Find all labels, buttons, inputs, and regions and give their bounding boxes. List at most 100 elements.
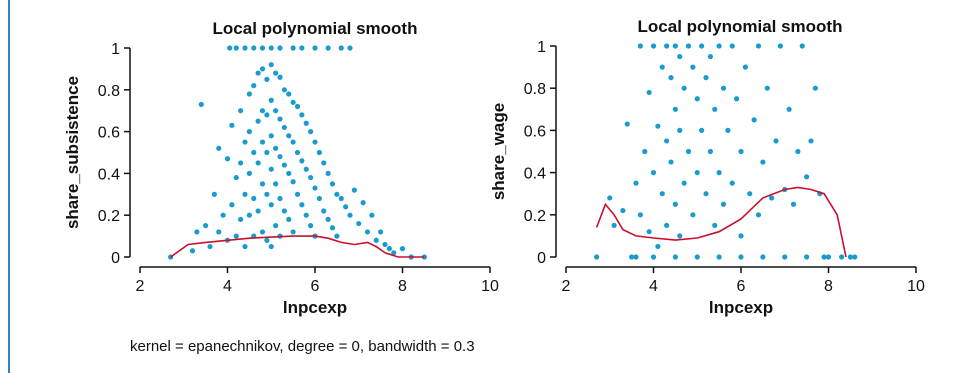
scatter-point bbox=[664, 43, 670, 49]
scatter-point bbox=[242, 139, 248, 145]
y-tick-label: 0.6 bbox=[524, 123, 546, 140]
scatter-point bbox=[378, 229, 384, 235]
scatter-point bbox=[308, 223, 314, 229]
smooth-line bbox=[595, 186, 847, 258]
scatter-point bbox=[804, 174, 810, 180]
scatter-point bbox=[299, 158, 305, 164]
scatter-point bbox=[399, 246, 406, 252]
scatter-point bbox=[290, 229, 296, 235]
scatter-point bbox=[203, 223, 209, 229]
scatter-point bbox=[795, 148, 801, 155]
scatter-point bbox=[699, 43, 705, 49]
y-tick-label: 0.2 bbox=[524, 208, 546, 225]
y-tick-label: 0.8 bbox=[98, 83, 120, 100]
scatter-point bbox=[694, 254, 700, 260]
scatter-point bbox=[360, 200, 366, 206]
scatter-point bbox=[712, 106, 718, 112]
y-tick-label: 1 bbox=[111, 41, 120, 58]
scatter-point bbox=[668, 159, 674, 165]
chart-footnote: kernel = epanechnikov, degree = 0, bandw… bbox=[130, 338, 475, 355]
scatter-point bbox=[738, 148, 744, 155]
scatter-point bbox=[207, 243, 213, 250]
scatter-point bbox=[716, 43, 722, 49]
scatter-point bbox=[273, 70, 279, 76]
scatter-point bbox=[281, 124, 287, 131]
scatter-point bbox=[290, 99, 296, 105]
scatter-point bbox=[808, 138, 814, 144]
scatter-point bbox=[685, 43, 692, 49]
scatter-point bbox=[655, 243, 661, 250]
scatter-point bbox=[681, 180, 687, 186]
scatter-point bbox=[725, 127, 731, 133]
scatter-point bbox=[268, 62, 274, 68]
scatter-point bbox=[286, 91, 292, 97]
scatter-point bbox=[246, 91, 252, 97]
scatter-point bbox=[246, 129, 252, 135]
scatter-point bbox=[286, 133, 292, 139]
scatter-point bbox=[351, 187, 357, 193]
scatter-point bbox=[821, 254, 827, 260]
scatter-point bbox=[268, 45, 274, 51]
scatter-point bbox=[273, 108, 279, 114]
scatter-point bbox=[303, 166, 309, 172]
x-tick-label: 2 bbox=[562, 278, 571, 295]
scatter-point bbox=[607, 195, 613, 201]
scatter-point bbox=[694, 170, 700, 176]
scatter-point bbox=[268, 166, 274, 172]
scatter-point bbox=[659, 64, 665, 70]
scatter-point bbox=[343, 204, 349, 210]
scatter-point bbox=[852, 254, 858, 260]
x-axis-label: lnpcexp bbox=[283, 298, 347, 317]
x-tick-label: 8 bbox=[824, 278, 833, 295]
scatter-point bbox=[751, 117, 757, 123]
scatter-point bbox=[303, 212, 309, 218]
scatter-point bbox=[286, 216, 292, 222]
scatter-point bbox=[277, 154, 283, 160]
scatter-point bbox=[734, 96, 740, 102]
scatter-point bbox=[804, 254, 810, 260]
scatter-point bbox=[650, 43, 657, 49]
scatter-point bbox=[386, 246, 392, 252]
scatter-point bbox=[720, 201, 727, 207]
scatter-point bbox=[347, 45, 353, 51]
scatter-point bbox=[312, 185, 318, 191]
scatter-point bbox=[233, 233, 239, 239]
scatter-point bbox=[294, 103, 301, 110]
scatter-point bbox=[716, 254, 722, 260]
scatter-point bbox=[373, 237, 379, 243]
scatter-point bbox=[760, 159, 766, 165]
scatter-point bbox=[782, 254, 788, 260]
scatter-point bbox=[738, 254, 744, 260]
scatter-point bbox=[334, 191, 340, 197]
scatter-point bbox=[712, 222, 718, 228]
scatter-point bbox=[624, 121, 630, 127]
scatter-point bbox=[650, 254, 657, 260]
scatter-point bbox=[329, 225, 336, 231]
scatter-point bbox=[690, 212, 696, 218]
scatter-point bbox=[242, 191, 248, 197]
scatter-point bbox=[238, 160, 244, 166]
y-tick-label: 0 bbox=[111, 250, 120, 267]
scatter-point bbox=[251, 149, 257, 156]
y-axis-label: share_wage bbox=[489, 103, 508, 200]
scatter-point bbox=[251, 195, 257, 202]
scatter-point bbox=[369, 212, 375, 218]
scatter-point bbox=[233, 45, 239, 51]
scatter-point bbox=[338, 45, 344, 51]
scatter-point bbox=[281, 87, 287, 93]
scatter-point bbox=[308, 129, 314, 135]
scatter-point bbox=[299, 112, 305, 118]
scatter-point bbox=[220, 212, 226, 218]
scatter-point bbox=[760, 254, 766, 260]
scatter-point bbox=[646, 89, 652, 96]
y-tick-label: 0 bbox=[537, 250, 546, 267]
scatter-point bbox=[764, 85, 770, 91]
scatter-point bbox=[812, 85, 818, 91]
scatter-point bbox=[264, 76, 270, 82]
scatter-point bbox=[646, 229, 652, 235]
scatter-point bbox=[290, 45, 296, 51]
scatter-point bbox=[786, 106, 792, 112]
scatter-point bbox=[620, 207, 626, 214]
scatter-point bbox=[290, 139, 296, 145]
scatter-point bbox=[677, 127, 683, 133]
